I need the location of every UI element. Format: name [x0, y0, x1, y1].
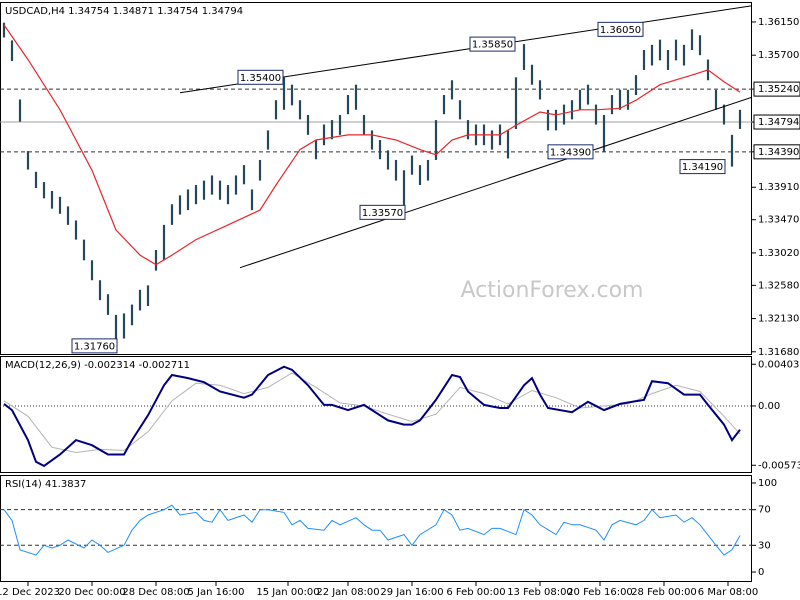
y-tick-label: 1.31680	[758, 347, 799, 358]
y-tick-label: 0	[758, 567, 764, 578]
annotation-label: 1.34390	[550, 147, 591, 158]
x-tick-label: 29 Jan 16:00	[380, 587, 443, 598]
x-tick-label: 15 Jan 00:00	[256, 587, 319, 598]
panel-title: RSI(14) 41.3837	[5, 479, 86, 490]
panel-title: MACD(12,26,9) -0.002314 -0.002711	[5, 360, 190, 371]
annotation-box	[469, 36, 516, 52]
moving-average	[3, 24, 741, 266]
level-label-box	[753, 81, 800, 97]
y-tick-label: 30	[758, 540, 771, 551]
y-tick-label: 1.33020	[758, 248, 799, 259]
x-tick-label: 28 Dec 08:00	[122, 587, 189, 598]
y-tick-label: 0.00	[758, 401, 780, 412]
panel-frame	[0, 475, 752, 582]
y-tick-label: 1.32580	[758, 280, 799, 291]
x-tick-label: 28 Feb 00:00	[631, 587, 697, 598]
watermark: ActionForex.com	[461, 278, 644, 303]
x-tick-label: 6 Feb 00:00	[446, 587, 505, 598]
x-tick-label: 13 Feb 08:00	[507, 587, 573, 598]
annotation-box	[237, 69, 284, 85]
y-tick-label: 1.33470	[758, 215, 799, 226]
annotation-label: 1.34190	[682, 162, 723, 173]
y-tick-label: 0.004038	[758, 359, 800, 370]
annotation-box	[547, 144, 594, 160]
annotation-label: 1.35850	[472, 40, 513, 51]
y-tick-label: -0.005737	[758, 460, 800, 471]
y-tick-label: 100	[758, 478, 777, 489]
y-tick-label: 1.35240	[758, 84, 799, 95]
panel-frame	[0, 356, 752, 473]
plot-area: 1.35400 1.35850 1.36050 1.34390 1.33570 1.317…	[0, 5, 752, 354]
plot-area	[0, 365, 752, 468]
x-tick-label: 20 Feb 16:00	[567, 587, 633, 598]
annotation-box	[71, 338, 118, 354]
annotation-label: 1.33570	[362, 208, 403, 219]
x-tick-label: 12 Dec 2023	[0, 587, 60, 598]
y-tick-label: 1.34794	[758, 117, 799, 128]
level-label-box	[753, 144, 800, 160]
level-label-box	[753, 114, 800, 130]
x-tick-label: 6 Mar 08:00	[698, 587, 758, 598]
y-tick-label: 70	[758, 505, 771, 516]
annotation-box	[597, 21, 644, 37]
panel-frame	[0, 2, 752, 355]
annotation-box	[359, 204, 406, 220]
trendline	[239, 96, 752, 269]
macd-line	[3, 365, 741, 468]
annotation-label: 1.35400	[240, 73, 281, 84]
x-tick-label: 5 Jan 16:00	[188, 587, 245, 598]
x-tick-label: 22 Jan 08:00	[316, 587, 379, 598]
annotation-box	[679, 159, 726, 175]
y-tick-label: 1.35700	[758, 50, 799, 61]
plot-area	[0, 504, 752, 556]
x-tick-label: 20 Dec 00:00	[58, 587, 125, 598]
panel-title: USDCAD,H4 1.34754 1.34871 1.34754 1.3479…	[5, 6, 243, 17]
y-tick-label: 1.34390	[758, 147, 799, 158]
annotation-label: 1.36050	[600, 25, 641, 36]
y-tick-label: 1.32130	[758, 314, 799, 325]
y-tick-label: 1.36150	[758, 17, 799, 28]
annotation-label: 1.31760	[74, 341, 115, 352]
y-tick-label: 1.33910	[758, 182, 799, 193]
rsi-line	[3, 504, 741, 556]
